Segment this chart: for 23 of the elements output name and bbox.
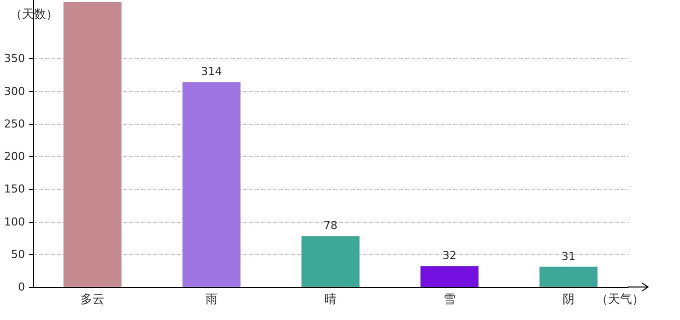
bar	[302, 236, 360, 287]
y-tick-label: 350	[4, 52, 25, 66]
x-tick-label: 雪	[444, 292, 456, 306]
y-tick-label: 250	[4, 117, 25, 130]
x-tick-label: 多云	[80, 292, 104, 306]
data-label: 32	[442, 249, 456, 262]
x-tick-label: 阴	[562, 292, 574, 306]
x-tick-label: 晴	[324, 292, 336, 306]
y-tick-label: 150	[4, 182, 25, 196]
y-tick-label: 50	[11, 248, 25, 261]
bar	[64, 2, 122, 287]
x-axis-title: （天气）	[596, 292, 644, 306]
y-tick-label: 200	[4, 150, 25, 164]
x-tick-label: 雨	[206, 292, 218, 306]
y-tick-label: 100	[4, 215, 25, 228]
data-label: 78	[324, 219, 338, 232]
data-label: 314	[201, 65, 222, 78]
bar	[182, 82, 240, 287]
bar	[420, 266, 478, 287]
data-label: 31	[562, 250, 576, 263]
y-tick-label: 300	[4, 84, 25, 98]
y-tick-label: 0	[18, 280, 25, 294]
bar	[540, 266, 598, 287]
